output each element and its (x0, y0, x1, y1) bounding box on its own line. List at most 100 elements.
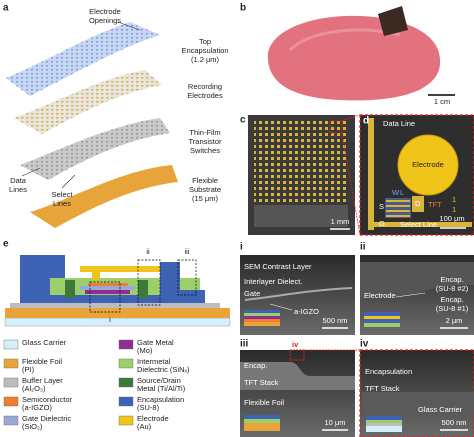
annotation: Electrodes (187, 91, 223, 100)
legend-label: Intermetal (137, 357, 171, 366)
panel-ii-image (360, 255, 474, 335)
panel-i-image-part-part (244, 310, 280, 313)
panel-e-cross-section-part (80, 266, 160, 272)
panel-c-image-part (341, 114, 361, 122)
panel-c-image-part (254, 205, 348, 227)
legend-label: (SiO₂) (22, 422, 43, 431)
annotation: Encapsulation (181, 46, 228, 55)
scale-bar-label: 10 μm (325, 418, 346, 427)
annotation: Electrode (364, 291, 396, 300)
panel-d-image-part (385, 198, 411, 218)
panel-iii-image-part-part (244, 423, 280, 431)
panel-i-image-part (244, 310, 280, 326)
panel-iv-image-part-part (366, 423, 402, 426)
panel-i-image-part (269, 303, 293, 311)
legend: Glass Carrier Gate Metal(Mo) Flexible Foil… (3, 338, 190, 431)
annotation: Switches (190, 146, 220, 155)
panel-ii-image-part-part (364, 316, 400, 319)
annotation: Electrode (412, 160, 444, 169)
panel-iv-image-part (362, 392, 474, 412)
legend-swatch (3, 415, 19, 426)
legend-label: Gate Dielectric (22, 414, 71, 423)
panel-label: a (3, 3, 9, 14)
annotation: (1.2 μm) (191, 55, 220, 64)
panel-label: b (240, 3, 246, 14)
panel-e-cross-section-part (92, 272, 100, 280)
panel-d-image-part (368, 222, 472, 227)
legend-label: Glass Carrier (22, 338, 67, 347)
panel-ii-image-part-part (364, 323, 400, 327)
legend-label: Encapsulation (137, 395, 184, 404)
panel-e-cross-section (4, 255, 231, 327)
panel-b-photo-part (378, 6, 408, 36)
legend-swatch (118, 377, 134, 388)
scale-bar-label: 2 μm (446, 316, 463, 325)
panel-label: iii (240, 339, 249, 350)
annotation: Flexible Foil (244, 398, 284, 407)
panel-label: c (240, 115, 246, 126)
panel-ii-image-part-part (364, 319, 400, 323)
legend-swatch (3, 339, 19, 350)
annotation: G (379, 219, 385, 228)
panel-e-cross-section-part (180, 290, 205, 303)
annotation: Select Line (400, 220, 437, 229)
annotation: Top (199, 37, 211, 46)
annotation: Substrate (189, 185, 221, 194)
legend-label: Gate Metal (137, 338, 174, 347)
legend-label: Dielectric (SiNₓ) (137, 365, 190, 374)
legend-swatch (3, 377, 19, 388)
panel-ii-image-part (395, 292, 426, 298)
annotation: Glass Carrier (418, 405, 463, 414)
panel-e-cross-section-part (138, 280, 148, 298)
annotation: 1 (452, 195, 456, 204)
panel-e-cross-section-part (160, 262, 180, 303)
panel-b-photo (267, 6, 455, 101)
panel-i-image-part-part (244, 313, 280, 316)
panel-e-cross-section-part (88, 283, 128, 286)
annotation: Lines (53, 199, 71, 208)
scale-bar-label: 500 nm (322, 316, 347, 325)
annotation: (15 μm) (192, 194, 218, 203)
legend-swatch (3, 358, 19, 369)
annotation: S (379, 202, 384, 211)
scale-bar-label: 500 nm (441, 418, 466, 427)
annotation: Gate (244, 289, 260, 298)
annotation: TFT Stack (365, 384, 400, 393)
panel-iii-image-part (289, 349, 305, 361)
panel-d-image (359, 114, 474, 236)
annotation: Openings (89, 16, 121, 25)
panel-label: iv (360, 339, 369, 350)
panel-d-image-part (368, 118, 374, 230)
panel-e-cross-section-part (80, 286, 135, 290)
panel-iv-image-part-part (366, 426, 402, 432)
panel-ii-image-part (364, 312, 400, 327)
legend-swatch (118, 396, 134, 407)
legend-label: (Mo) (137, 346, 153, 355)
annotation: TFT Stack (244, 378, 279, 387)
panel-c-image-part (329, 120, 343, 134)
legend-label: (a-IGZO) (22, 403, 52, 412)
panel-a-illustration-part (14, 70, 162, 134)
panel-e-cross-section-part (65, 280, 75, 298)
annotation: Electrode (89, 7, 121, 16)
panel-iii-image-part-part (244, 419, 280, 423)
annotation: Recording (188, 82, 222, 91)
annotation: Interlayer Dielect. (244, 277, 302, 286)
panel-iii-image-part (240, 362, 355, 390)
panel-i-image-part-part (244, 316, 280, 319)
annotation: Encap. (244, 361, 267, 370)
callout: iii (185, 247, 190, 256)
panel-label: e (3, 239, 9, 250)
annotation: D (415, 199, 421, 208)
panel-i-image (240, 255, 355, 335)
legend-label: Buffer Layer (22, 376, 63, 385)
panel-a-illustration-part (6, 22, 160, 96)
panel-e-cross-section-part (85, 290, 130, 294)
panel-d-image-part-part (386, 200, 410, 202)
panel-iii-image-part (244, 415, 280, 431)
panel-i-image-part (244, 287, 353, 301)
panel-c-image-part (254, 120, 348, 205)
annotation: L (400, 188, 404, 197)
